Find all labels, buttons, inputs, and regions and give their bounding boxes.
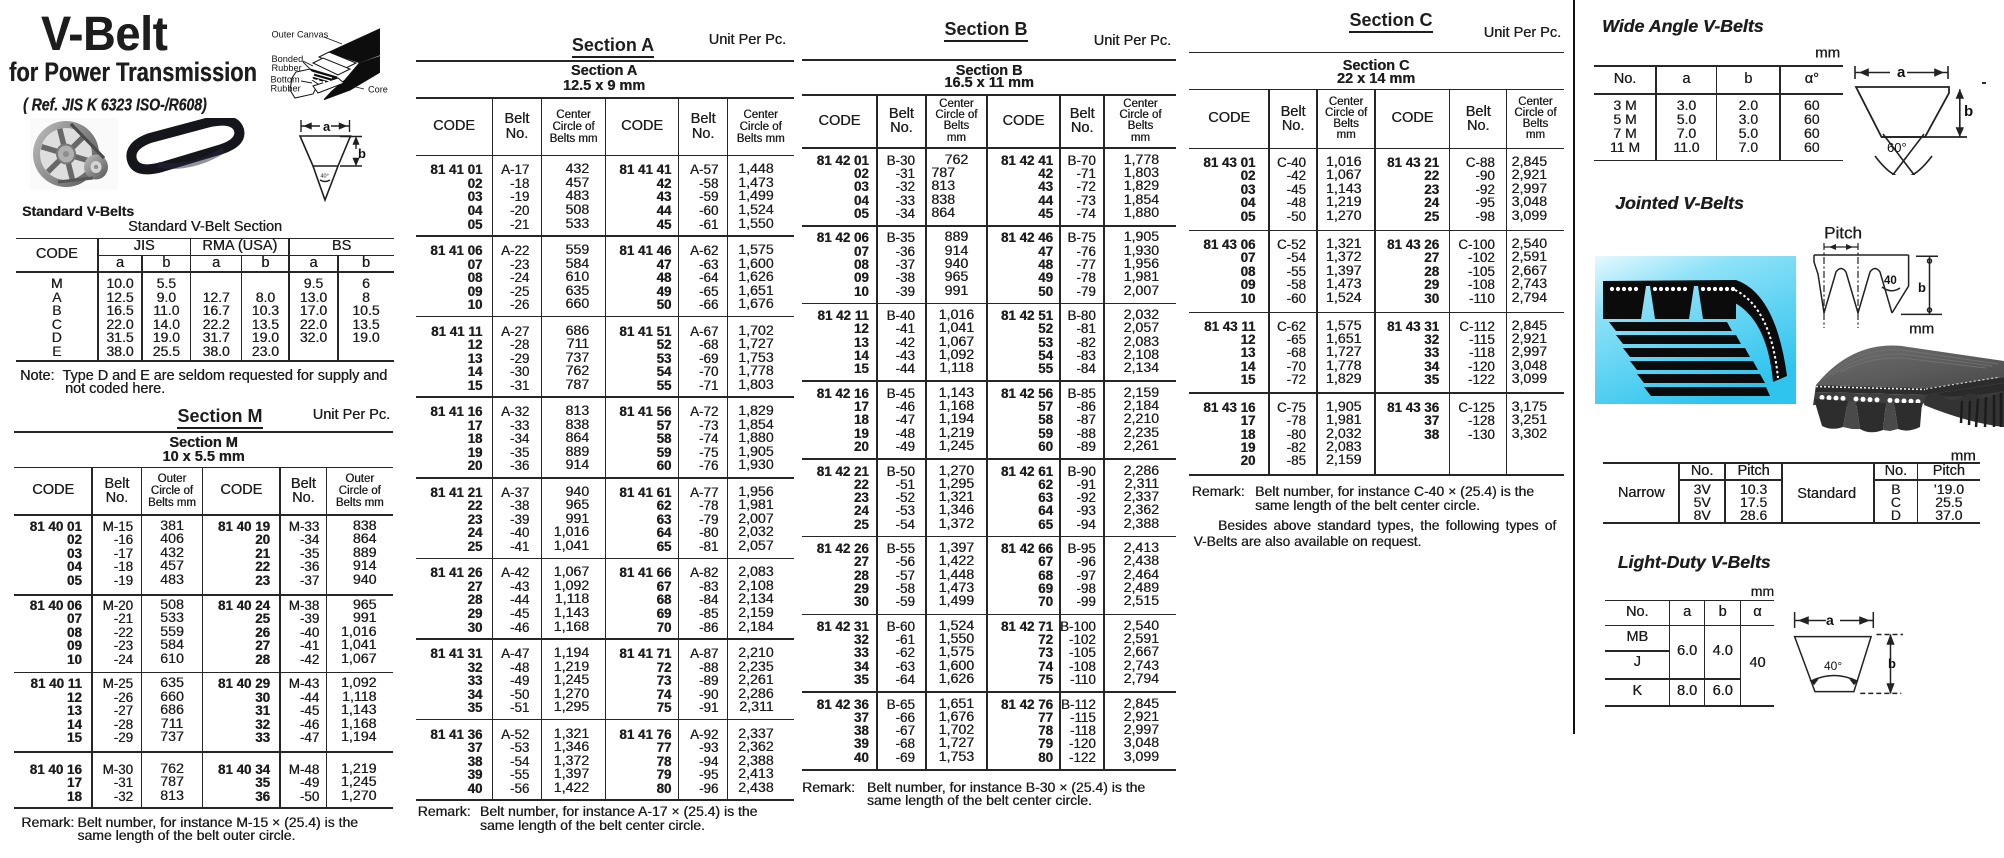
- svg-text:Bonded: Bonded: [272, 54, 304, 64]
- svg-text:Rubber: Rubber: [272, 63, 302, 73]
- svg-text:Bottom: Bottom: [271, 75, 300, 85]
- svg-text:a: a: [323, 119, 331, 134]
- svg-text:40°: 40°: [321, 174, 329, 180]
- svg-text:b: b: [1918, 280, 1926, 295]
- svg-text:b: b: [1888, 656, 1896, 671]
- svg-text:40: 40: [1884, 275, 1897, 287]
- svg-text:Core: Core: [368, 85, 388, 95]
- svg-text:b: b: [358, 146, 366, 161]
- svg-text:40°: 40°: [1824, 659, 1842, 673]
- svg-text:Rubber: Rubber: [271, 84, 301, 94]
- svg-text:a: a: [1826, 612, 1834, 628]
- svg-text:a: a: [1897, 64, 1906, 81]
- svg-text:b: b: [1964, 103, 1973, 120]
- svg-text:60°: 60°: [1887, 140, 1907, 155]
- svg-text:Outer Canvas: Outer Canvas: [272, 30, 329, 40]
